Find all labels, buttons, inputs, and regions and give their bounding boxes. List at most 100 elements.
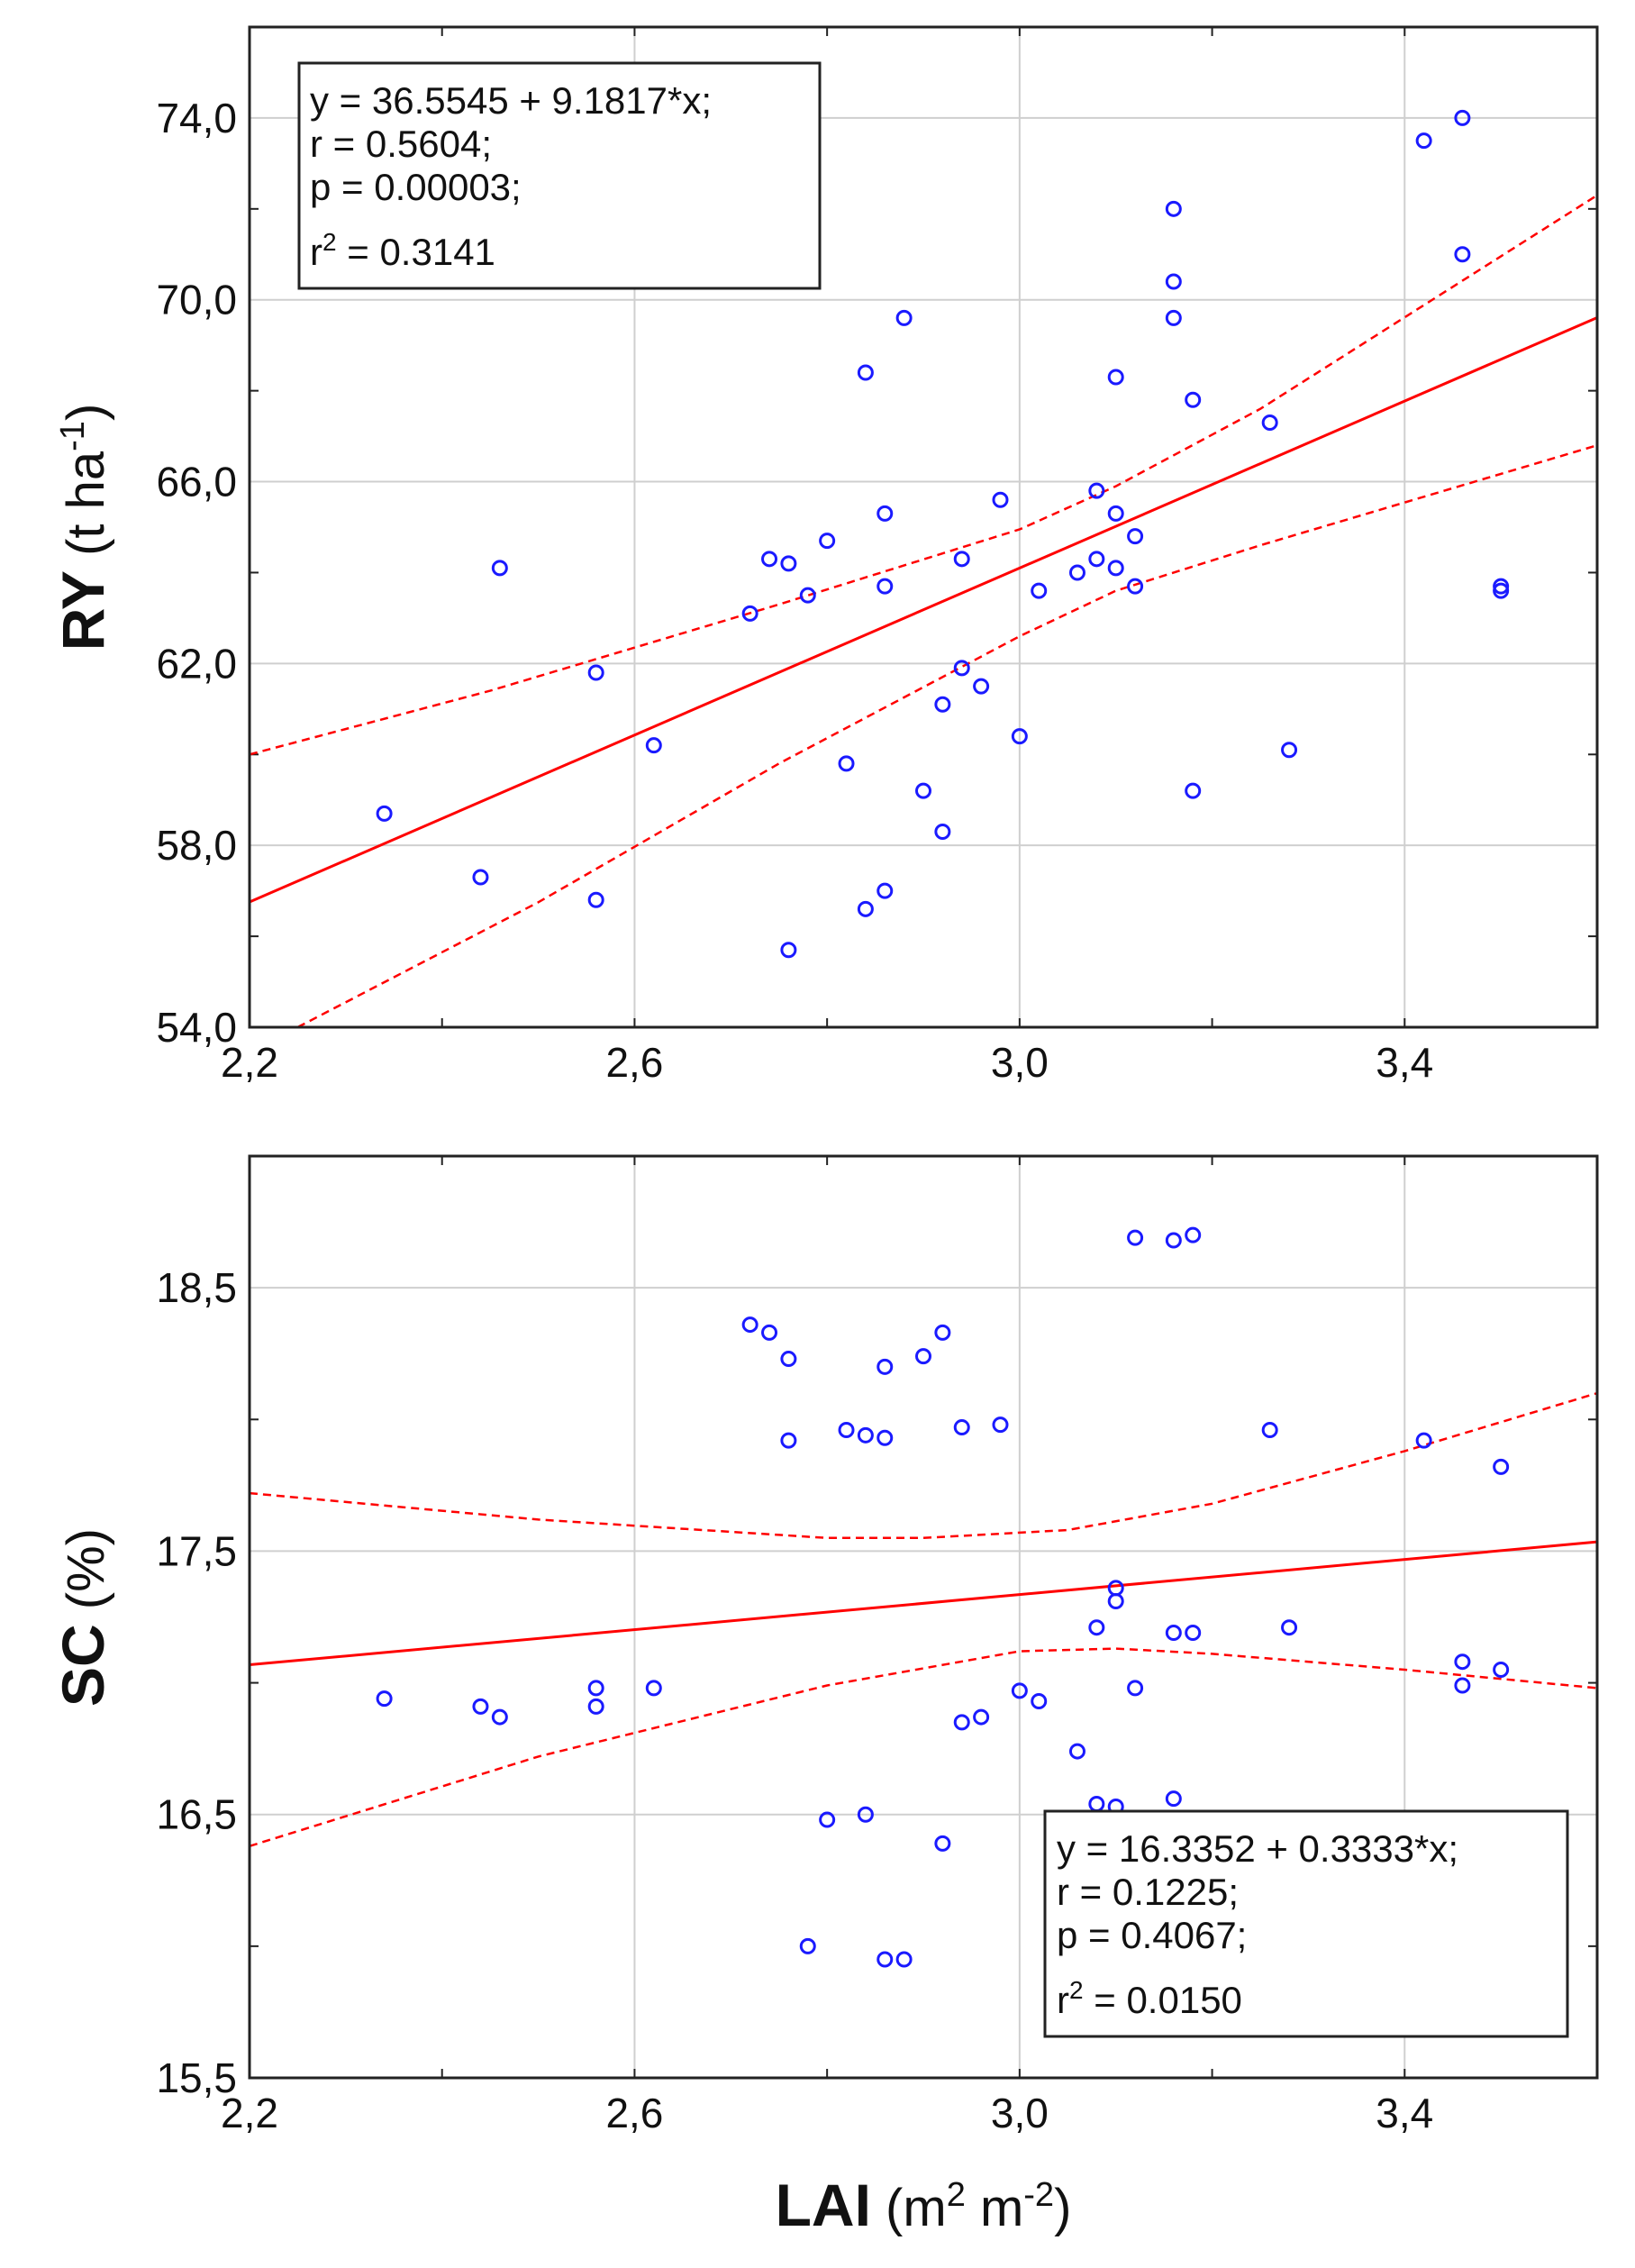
- sc-regression-line: [250, 1540, 1597, 1667]
- ry-confidence-band: [250, 194, 1597, 1027]
- ry-stat-p: p = 0.00003;: [310, 166, 522, 208]
- ry-data-point: [1127, 528, 1144, 545]
- sc-data-point: [1011, 1682, 1028, 1699]
- x-axis-sup-a: 2: [947, 2176, 966, 2214]
- ry-data-point: [895, 309, 913, 326]
- ry-data-point: [953, 660, 970, 677]
- ry-y-tick-label: 58,0: [156, 822, 237, 869]
- ry-data-point: [953, 551, 970, 568]
- sc-data-point: [934, 1324, 951, 1341]
- ry-y-axis-title: RY (t ha-1): [50, 404, 116, 651]
- ry-data-point: [1107, 369, 1124, 386]
- ry-data-point: [587, 891, 604, 908]
- ry-y-tick-label: 62,0: [156, 640, 237, 687]
- ry-data-point: [915, 782, 931, 799]
- ry-data-point: [491, 560, 508, 577]
- sc-data-point: [799, 1937, 816, 1954]
- ry-data-point: [1107, 560, 1124, 577]
- ry-data-point: [1068, 564, 1085, 581]
- ry-gridlines: [249, 27, 1598, 1027]
- sc-data-point: [1454, 1653, 1471, 1671]
- sc-data-point: [587, 1698, 604, 1715]
- ry-y-tick-label: 66,0: [156, 459, 237, 506]
- ry-data-point: [799, 587, 816, 604]
- sc-data-point: [1261, 1421, 1278, 1438]
- sc-data-point: [877, 1429, 894, 1446]
- ry-y-axis-unit-end: ): [57, 404, 115, 421]
- sc-x-tick-label: 2,2: [221, 2090, 278, 2136]
- sc-stat-r2: r2 = 0.0150: [1057, 1976, 1242, 2021]
- ry-stat-r2-value: = 0.3141: [337, 231, 495, 273]
- ry-data-point: [1088, 551, 1105, 568]
- sc-data-point: [1107, 1592, 1124, 1609]
- ry-data-point: [857, 364, 874, 381]
- ry-data-point: [1011, 728, 1028, 745]
- ry-data-point: [934, 824, 951, 841]
- ry-y-tick-label: 54,0: [156, 1004, 237, 1051]
- ry-data-point: [761, 551, 778, 568]
- ry-chart: 2,2 2,6 3,0 3,4 54,0 58,0 62,0 66,0 70,0 74,0 y …: [50, 25, 1599, 1086]
- ry-data-point: [1454, 109, 1471, 126]
- sc-data-point: [895, 1951, 913, 1968]
- sc-y-tick-label: 16,5: [156, 1791, 237, 1838]
- sc-data-point: [1493, 1458, 1510, 1475]
- x-axis-unit-c: ): [1054, 2179, 1071, 2237]
- ry-data-point: [1281, 742, 1298, 759]
- sc-data-point: [857, 1426, 874, 1444]
- sc-data-point: [1415, 1432, 1432, 1449]
- ry-x-tick-label: 3,0: [991, 1039, 1049, 1086]
- ry-data-point: [1261, 414, 1278, 431]
- sc-data-point: [376, 1690, 393, 1708]
- sc-data-point: [645, 1680, 662, 1697]
- sc-data-point: [934, 1835, 951, 1852]
- x-axis-sup-b: -2: [1023, 2176, 1054, 2214]
- ry-data-point: [741, 605, 758, 622]
- ry-stats-box: y = 36.5545 + 9.1817*x; r = 0.5604; p = …: [297, 61, 822, 290]
- sc-data-point: [741, 1316, 758, 1334]
- sc-data-point: [1165, 1790, 1182, 1808]
- sc-data-point: [953, 1419, 970, 1436]
- sc-y-axis-unit: (%): [57, 1528, 115, 1609]
- ry-data-point: [1165, 273, 1182, 290]
- sc-data-points: [376, 1226, 1510, 1968]
- sc-data-point: [780, 1432, 797, 1449]
- sc-data-point: [1493, 1661, 1510, 1678]
- ry-data-point: [1185, 782, 1202, 799]
- sc-data-point: [761, 1324, 778, 1341]
- sc-x-tick-labels: 2,2 2,6 3,0 3,4: [221, 2090, 1433, 2136]
- sc-data-point: [838, 1421, 855, 1438]
- ry-x-tick-label: 2,2: [221, 1039, 278, 1086]
- ry-y-tick-label: 74,0: [156, 95, 237, 141]
- sc-data-point: [587, 1680, 604, 1697]
- x-axis-unit-b: m: [966, 2179, 1023, 2237]
- ry-data-point: [819, 533, 836, 550]
- sc-data-point: [1127, 1680, 1144, 1697]
- ry-data-point: [472, 869, 489, 886]
- sc-data-point: [1127, 1229, 1144, 1246]
- sc-data-point: [1107, 1580, 1124, 1597]
- ry-y-tick-labels: 54,0 58,0 62,0 66,0 70,0 74,0: [156, 95, 237, 1051]
- sc-x-tick-label: 3,0: [991, 2090, 1049, 2136]
- sc-data-point: [1088, 1619, 1105, 1636]
- sc-confidence-band: [250, 1391, 1597, 1847]
- sc-data-point: [1185, 1625, 1202, 1642]
- ry-stat-r: r = 0.5604;: [310, 123, 492, 165]
- sc-stat-r2-prefix: r: [1057, 1979, 1069, 2021]
- sc-data-point: [915, 1348, 931, 1365]
- sc-data-point: [491, 1708, 508, 1726]
- sc-data-point: [1454, 1677, 1471, 1694]
- sc-stat-r: r = 0.1225;: [1057, 1871, 1239, 1913]
- sc-x-tick-label: 2,6: [605, 2090, 663, 2136]
- ry-data-point: [1185, 391, 1202, 408]
- ry-stat-equation: y = 36.5545 + 9.1817*x;: [310, 79, 712, 122]
- ry-data-point: [877, 882, 894, 899]
- ry-data-point: [877, 505, 894, 522]
- ry-fit-line: [250, 316, 1597, 904]
- sc-plot-frame: [248, 1154, 1599, 2080]
- sc-data-point: [1281, 1619, 1298, 1636]
- sc-stat-equation: y = 16.3352 + 0.3333*x;: [1057, 1827, 1458, 1870]
- sc-x-tick-label: 3,4: [1376, 2090, 1433, 2136]
- ry-ci-lower-line: [296, 444, 1597, 1027]
- sc-data-point: [1165, 1625, 1182, 1642]
- ry-data-point: [1088, 482, 1105, 499]
